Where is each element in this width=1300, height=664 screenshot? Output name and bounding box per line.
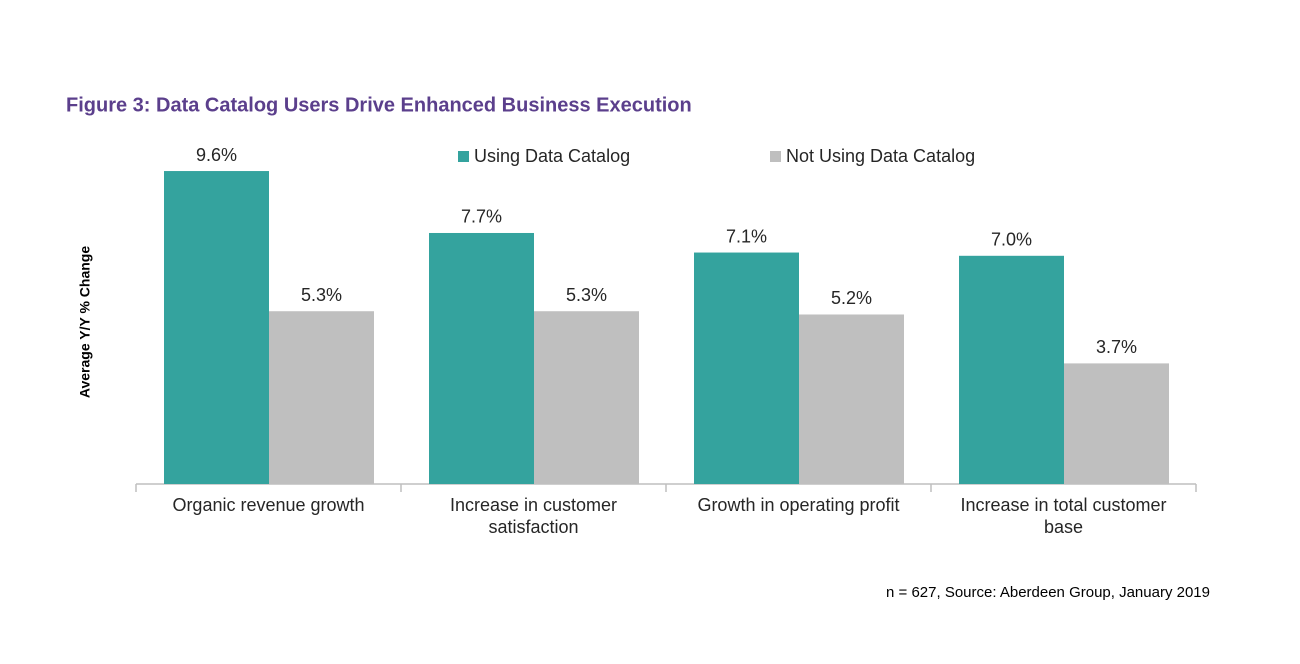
bar xyxy=(959,255,1064,484)
x-tick-label: Increase in total customer base xyxy=(960,495,1167,537)
data-label: 3.7% xyxy=(1096,337,1137,357)
y-axis-label: Average Y/Y % Change xyxy=(77,246,93,398)
x-tick-label: Increase in customer satisfaction xyxy=(449,495,618,537)
x-tick-label-box: Organic revenue growth xyxy=(172,495,365,515)
legend-swatch xyxy=(458,151,469,162)
bar xyxy=(164,171,269,485)
data-label: 9.6% xyxy=(196,145,237,165)
data-label: 5.3% xyxy=(301,285,342,305)
x-tick-label: Growth in operating profit xyxy=(697,495,900,515)
x-tick-label-box: Increase in total customer base xyxy=(960,495,1167,537)
bar xyxy=(799,314,904,484)
chart-title: Figure 3: Data Catalog Users Drive Enhan… xyxy=(66,94,692,116)
x-tick-label: Organic revenue growth xyxy=(172,495,365,515)
source-note: n = 627, Source: Aberdeen Group, January… xyxy=(886,584,1210,601)
bar xyxy=(534,311,639,484)
data-label: 7.7% xyxy=(461,207,502,227)
data-label: 5.3% xyxy=(566,285,607,305)
data-label: 7.1% xyxy=(726,226,767,246)
x-tick-label-box: Increase in customer satisfaction xyxy=(449,495,618,537)
legend-label: Not Using Data Catalog xyxy=(786,146,975,166)
bar xyxy=(694,252,799,484)
bar xyxy=(429,232,534,484)
legend-label: Using Data Catalog xyxy=(474,146,630,166)
x-tick-label-box: Growth in operating profit xyxy=(697,495,900,515)
data-label: 7.0% xyxy=(991,230,1032,250)
bar xyxy=(1064,363,1169,484)
legend-swatch xyxy=(770,151,781,162)
data-label: 5.2% xyxy=(831,288,872,308)
bar xyxy=(269,311,374,484)
